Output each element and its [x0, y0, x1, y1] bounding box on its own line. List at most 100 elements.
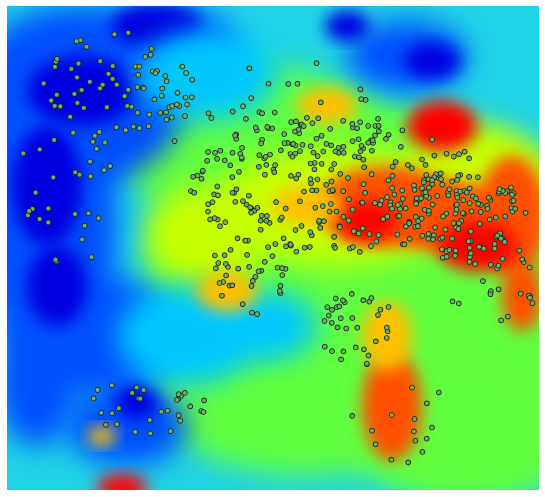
sample-point-marker: [466, 155, 472, 162]
sample-point-marker: [358, 96, 365, 103]
sample-point-marker: [116, 405, 122, 412]
sample-point-marker: [158, 408, 165, 415]
sample-point-marker: [249, 309, 255, 316]
sample-point-marker: [288, 119, 294, 125]
sample-point-marker: [148, 45, 155, 52]
sample-point-marker: [307, 160, 314, 167]
sample-point-marker: [227, 162, 234, 169]
sample-point-marker: [419, 185, 425, 192]
sample-point-marker: [429, 201, 436, 208]
sample-point-marker: [372, 441, 379, 448]
sample-point-marker: [369, 427, 375, 434]
sample-point-marker: [399, 195, 406, 202]
sample-point-marker: [239, 144, 245, 151]
surface-blob: [272, 186, 342, 226]
sample-point-marker: [319, 203, 326, 209]
sample-points: [20, 29, 536, 466]
sample-point-marker: [337, 224, 343, 230]
sample-point-marker: [358, 142, 365, 149]
sample-point-marker: [57, 103, 64, 110]
sample-point-marker: [182, 113, 188, 119]
sample-point-marker: [257, 226, 264, 233]
sample-point-marker: [147, 430, 154, 437]
sample-point-marker: [273, 199, 279, 205]
sample-point-marker: [426, 184, 432, 191]
sample-point-marker: [449, 298, 456, 305]
sample-point-marker: [328, 201, 334, 207]
sample-point-marker: [425, 231, 432, 237]
sample-point-marker: [418, 215, 425, 222]
sample-point-marker: [45, 205, 52, 212]
sample-point-marker: [454, 177, 460, 183]
sample-point-marker: [318, 160, 325, 167]
sample-point-marker: [321, 318, 328, 324]
sample-point-marker: [522, 210, 529, 216]
sample-point-marker: [419, 156, 425, 163]
sample-point-marker: [459, 210, 466, 216]
sample-point-marker: [375, 115, 381, 122]
sample-point-marker: [128, 103, 135, 110]
sample-point-marker: [248, 209, 254, 216]
sample-point-marker: [452, 247, 459, 254]
sample-point-marker: [222, 219, 229, 225]
sample-point-marker: [320, 148, 327, 155]
sample-point-marker: [20, 150, 27, 157]
sample-point-marker: [175, 391, 182, 398]
sample-point-marker: [162, 73, 169, 79]
sample-point-marker: [299, 141, 306, 148]
sample-point-marker: [388, 456, 395, 463]
sample-point-marker: [211, 215, 218, 221]
sample-point-marker: [136, 125, 143, 131]
sample-point-marker: [446, 247, 453, 253]
sample-point-marker: [294, 80, 301, 87]
sample-point-marker: [385, 177, 392, 184]
sample-point-marker: [209, 199, 216, 205]
sample-point-marker: [332, 245, 338, 251]
sample-point-marker: [229, 282, 236, 289]
sample-point-marker: [243, 116, 249, 122]
sample-point-marker: [356, 154, 362, 161]
sample-point-marker: [109, 410, 115, 417]
sample-point-marker: [221, 157, 228, 164]
sample-point-marker: [357, 148, 364, 155]
sample-point-marker: [368, 295, 375, 301]
sample-point-marker: [307, 143, 314, 150]
sample-point-marker: [445, 192, 452, 199]
surface-blob: [137, 31, 277, 121]
sample-point-marker: [73, 38, 80, 45]
sample-point-marker: [288, 173, 294, 179]
sample-point-marker: [222, 261, 229, 267]
sample-point-marker: [323, 182, 330, 188]
sample-point-marker: [434, 193, 441, 199]
sample-point-marker: [369, 147, 375, 154]
sample-point-marker: [234, 235, 241, 242]
sample-point-marker: [495, 262, 502, 269]
sample-point-marker: [408, 165, 415, 172]
sample-point-marker: [466, 244, 473, 251]
sample-point-marker: [179, 63, 186, 70]
sample-point-marker: [348, 291, 355, 297]
sample-point-marker: [146, 417, 153, 423]
sample-point-marker: [360, 156, 367, 163]
sample-point-marker: [375, 312, 381, 318]
sample-point-marker: [87, 158, 93, 165]
sample-point-marker: [359, 225, 366, 232]
sample-point-marker: [191, 189, 198, 196]
sample-point-marker: [354, 125, 360, 132]
sample-point-marker: [467, 250, 474, 257]
sample-point-marker: [508, 184, 514, 191]
sample-point-marker: [279, 272, 286, 278]
sample-point-marker: [36, 146, 43, 153]
heat-map: [7, 6, 539, 490]
sample-point-marker: [187, 403, 194, 410]
sample-point-marker: [439, 181, 446, 188]
sample-point-marker: [130, 123, 137, 130]
sample-point-marker: [495, 286, 502, 293]
sample-point-marker: [255, 268, 262, 275]
sample-point-marker: [72, 211, 78, 217]
sample-point-marker: [454, 194, 461, 201]
sample-point-marker: [277, 147, 284, 154]
sample-point-marker: [509, 191, 515, 198]
sample-point-marker: [229, 174, 236, 180]
sample-point-marker: [328, 319, 335, 326]
